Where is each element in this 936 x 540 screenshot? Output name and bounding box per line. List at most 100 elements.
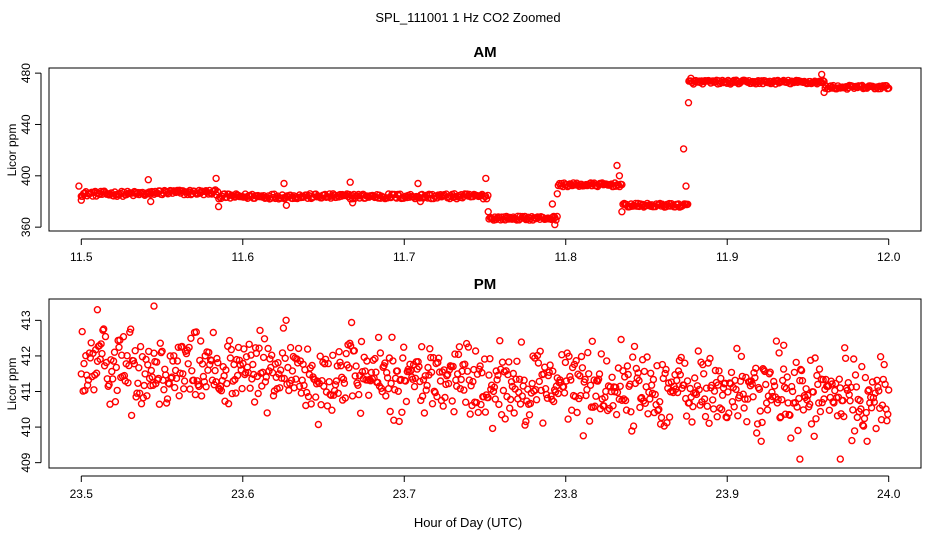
pm-data-point	[168, 373, 176, 381]
pm-data-point	[175, 392, 183, 400]
pm-data-point	[562, 377, 570, 385]
pm-data-point	[701, 412, 710, 421]
pm-data-point	[779, 365, 788, 373]
pm-data-point	[656, 398, 664, 406]
pm-data-point	[509, 369, 517, 378]
pm-data-point	[770, 382, 779, 390]
pm-data-point	[613, 388, 622, 397]
pm-data-point	[780, 383, 789, 391]
pm-data-point	[717, 374, 725, 383]
pm-data-point	[499, 386, 508, 395]
pm-data-point	[603, 357, 611, 365]
pm-data-point	[324, 359, 332, 368]
pm-data-point	[113, 386, 121, 395]
pm-data-point	[686, 384, 694, 393]
pm-data-point	[874, 383, 882, 391]
pm-data-point	[295, 382, 304, 391]
pm-data-point	[335, 348, 343, 356]
pm-data-point	[249, 360, 257, 369]
pm-data-point	[179, 385, 188, 393]
pm-y-tick-label: 410	[19, 417, 33, 437]
pm-data-point	[110, 348, 119, 356]
pm-data-point	[423, 381, 431, 390]
pm-data-point	[716, 404, 724, 412]
pm-data-point	[529, 352, 537, 360]
pm-data-point	[647, 369, 655, 377]
pm-data-point	[581, 375, 589, 384]
pm-data-point	[109, 357, 118, 365]
pm-data-point	[632, 364, 640, 373]
pm-data-point	[444, 379, 453, 388]
pm-data-point	[849, 406, 857, 414]
am-x-tick-label: 11.5	[70, 250, 93, 264]
pm-data-point	[530, 387, 538, 395]
pm-data-point	[791, 398, 799, 407]
pm-data-point	[700, 370, 708, 378]
pm-data-point	[751, 374, 759, 382]
pm-data-point	[624, 370, 632, 379]
pm-data-point	[807, 420, 816, 428]
pm-data-point	[763, 406, 772, 414]
pm-data-point	[676, 371, 684, 379]
pm-data-point	[417, 396, 425, 405]
pm-panel: PM 23.5 23.6 23.7 23.8 23.9 24.0 409 410 411 412…	[5, 276, 922, 501]
pm-data-point	[254, 389, 262, 398]
pm-data-point	[260, 335, 269, 343]
pm-data-point	[198, 360, 207, 368]
pm-data-point	[689, 402, 697, 411]
pm-data-point	[462, 398, 470, 406]
pm-data-point	[700, 395, 709, 403]
pm-data-point	[588, 337, 596, 345]
pm-data-point	[756, 407, 764, 415]
pm-y-tick-label: 411	[19, 382, 33, 401]
am-x-tick-label: 11.9	[716, 250, 739, 264]
pm-data-point	[812, 415, 820, 423]
pm-data-point	[694, 347, 702, 355]
pm-data-point	[303, 388, 311, 397]
pm-data-point	[851, 371, 860, 379]
pm-data-point	[592, 392, 600, 400]
pm-data-point	[255, 344, 263, 352]
pm-data-point	[566, 372, 574, 381]
pm-data-point	[535, 377, 543, 386]
pm-data-point	[330, 391, 338, 399]
pm-data-point	[471, 347, 480, 355]
pm-data-point	[112, 363, 121, 372]
pm-data-point	[140, 381, 148, 390]
pm-data-point	[544, 371, 552, 380]
pm-data-point	[400, 343, 408, 351]
pm-data-point	[730, 403, 738, 411]
am-data-point	[484, 191, 492, 200]
pm-data-point	[787, 434, 795, 442]
pm-data-point	[340, 379, 349, 387]
am-data-point	[615, 172, 624, 180]
pm-data-point	[732, 385, 740, 394]
pm-data-point	[119, 333, 128, 341]
pm-data-point	[695, 385, 703, 394]
pm-data-point	[505, 358, 513, 366]
pm-data-point	[595, 370, 604, 378]
pm-data-point	[857, 405, 865, 413]
pm-data-point	[819, 375, 827, 384]
pm-data-point	[618, 396, 626, 404]
pm-data-point	[99, 325, 108, 333]
pm-data-point	[836, 384, 844, 392]
x-axis-label: Hour of Day (UTC)	[414, 515, 522, 530]
pm-data-point	[585, 417, 594, 425]
pm-data-point	[661, 369, 669, 378]
pm-data-point	[279, 324, 288, 332]
pm-data-point	[617, 335, 625, 344]
pm-data-point	[799, 406, 808, 414]
pm-data-point	[126, 328, 134, 336]
pm-data-point	[242, 353, 251, 361]
pm-data-point	[266, 355, 274, 363]
pm-data-point	[780, 341, 788, 349]
pm-data-point	[880, 360, 888, 369]
pm-data-point	[354, 381, 362, 389]
pm-data-point	[737, 352, 746, 361]
pm-data-point	[187, 334, 195, 342]
am-x-tick-label: 12.0	[877, 250, 901, 264]
pm-data-point	[793, 403, 801, 411]
pm-data-point	[152, 358, 161, 366]
